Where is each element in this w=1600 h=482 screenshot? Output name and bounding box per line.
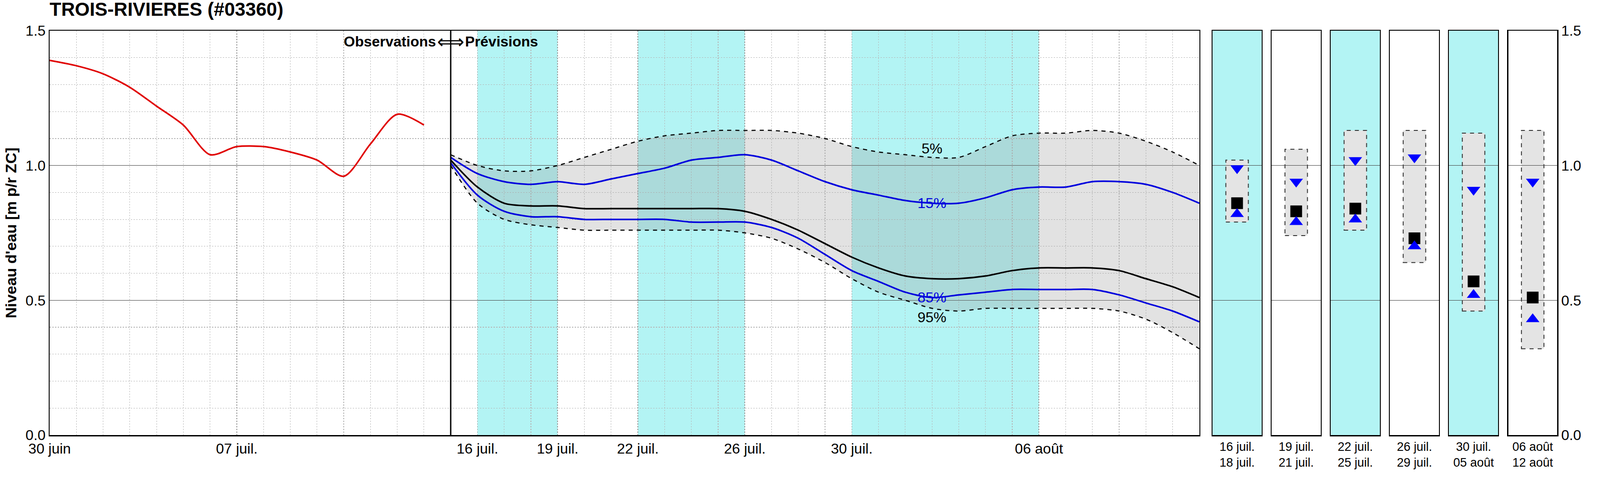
svg-text:0.0: 0.0 xyxy=(25,426,46,443)
svg-text:85%: 85% xyxy=(917,289,947,306)
svg-text:22 juil.25 juil.: 22 juil.25 juil. xyxy=(1337,439,1374,470)
svg-text:Niveau d'eau [m p/r ZC]: Niveau d'eau [m p/r ZC] xyxy=(2,147,20,319)
svg-text:16 juil.18 juil.: 16 juil.18 juil. xyxy=(1219,439,1255,470)
svg-text:07 juil.: 07 juil. xyxy=(216,440,259,457)
svg-text:15%: 15% xyxy=(917,194,947,212)
svg-text:30 juil.05 août: 30 juil.05 août xyxy=(1453,439,1495,470)
svg-text:19 juil.: 19 juil. xyxy=(536,440,579,457)
svg-text:30 juin: 30 juin xyxy=(28,440,71,457)
svg-text:26 juil.29 juil.: 26 juil.29 juil. xyxy=(1397,439,1433,470)
svg-text:1.5: 1.5 xyxy=(25,22,46,39)
svg-text:1.5: 1.5 xyxy=(1561,22,1582,39)
svg-text:Observations: Observations xyxy=(343,33,437,50)
svg-text:95%: 95% xyxy=(917,308,947,326)
svg-text:0.5: 0.5 xyxy=(1561,292,1582,309)
svg-text:30 juil.: 30 juil. xyxy=(830,440,873,457)
svg-text:26 juil.: 26 juil. xyxy=(723,440,766,457)
svg-text:0.0: 0.0 xyxy=(1561,426,1582,443)
svg-text:22 juil.: 22 juil. xyxy=(617,440,660,457)
svg-text:Prévisions: Prévisions xyxy=(465,33,539,50)
svg-text:TROIS-RIVIERES (#03360): TROIS-RIVIERES (#03360) xyxy=(49,0,284,20)
svg-text:⟺: ⟺ xyxy=(437,30,465,53)
svg-text:06 août12 août: 06 août12 août xyxy=(1512,439,1554,470)
svg-text:19 juil.21 juil.: 19 juil.21 juil. xyxy=(1278,439,1315,470)
svg-text:16 juil.: 16 juil. xyxy=(456,440,499,457)
svg-text:0.5: 0.5 xyxy=(25,292,46,309)
svg-text:1.0: 1.0 xyxy=(25,157,46,174)
svg-text:06 août: 06 août xyxy=(1014,440,1064,457)
svg-text:1.0: 1.0 xyxy=(1561,157,1582,174)
svg-text:5%: 5% xyxy=(921,140,943,157)
